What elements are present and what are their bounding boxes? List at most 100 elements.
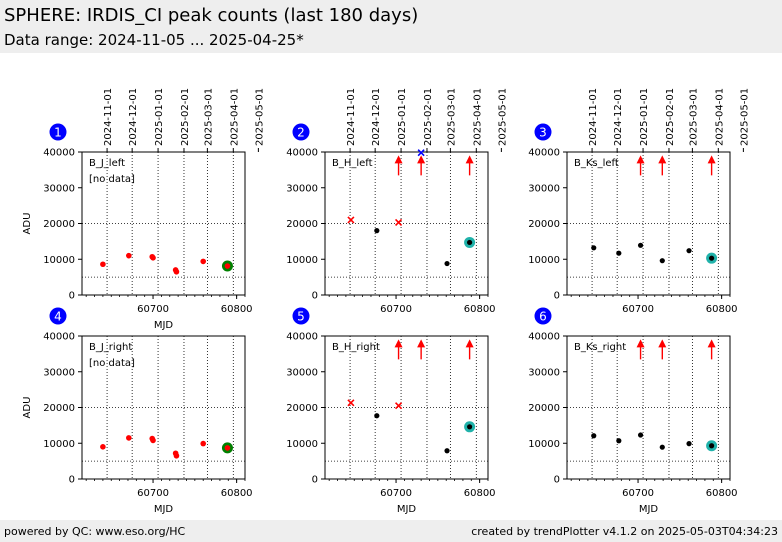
date-tick-label: 2025-02-01 [180, 88, 191, 146]
date-tick-label: 2025-05-01 [254, 88, 265, 146]
panel-badge-number: 2 [297, 126, 305, 140]
upper-limit-arrow-head [636, 155, 645, 164]
y-tick-label: 0 [312, 291, 318, 302]
latest-point [224, 263, 231, 269]
data-point-outlier [150, 437, 156, 444]
y-tick-label: 10000 [286, 255, 318, 266]
y-tick-label: 40000 [528, 148, 560, 159]
panel-badge [49, 307, 67, 325]
y-tick-label: 20000 [286, 219, 318, 230]
data-point [616, 438, 622, 444]
y-tick-label: 40000 [286, 332, 318, 343]
data-point [591, 245, 597, 251]
data-point-outlier-x [347, 399, 355, 407]
date-tick-label: 2024-12-01 [371, 88, 382, 146]
x-tick-label: 60700 [622, 488, 654, 499]
data-point-outlier-x [394, 218, 403, 226]
panel-badge [292, 123, 310, 141]
upper-limit-arrow-head [465, 339, 474, 348]
x-axis-label: MJD [639, 504, 659, 515]
upper-limit-arrow-head [707, 339, 716, 348]
data-point-outlier [126, 252, 132, 259]
panel-label: B_H_right [332, 342, 380, 353]
date-tick-label: 2025-05-01 [739, 88, 750, 146]
y-tick-label: 10000 [43, 255, 75, 266]
chart-panel-2: 0 10000 20000 30000 40000 60700 60800 2024-11-0… [286, 88, 508, 315]
page-subtitle: Data range: 2024-11-05 ... 2025-04-25* [4, 31, 304, 49]
date-tick-label: 2025-03-01 [203, 88, 214, 146]
latest-point [467, 424, 473, 430]
data-point-outlier [173, 268, 180, 275]
y-tick-label: 0 [554, 291, 560, 302]
panel-badge [49, 123, 67, 141]
upper-limit-arrow-head [707, 155, 716, 164]
latest-point [224, 445, 231, 451]
upper-limit-arrow-head [394, 155, 403, 164]
data-point-outlier-x [347, 216, 355, 224]
panel-badge-number: 5 [297, 310, 305, 324]
data-point-outlier-x [394, 402, 403, 410]
data-point-outlier [100, 261, 106, 268]
data-point [686, 248, 692, 254]
y-tick-label: 30000 [528, 367, 560, 378]
data-point-outlier [200, 440, 207, 447]
date-tick-label: 2024-12-01 [128, 88, 139, 146]
panel-label: B_J_right [89, 342, 132, 353]
x-axis-label: MJD [397, 504, 417, 515]
upper-limit-arrow-head [417, 155, 426, 164]
data-point-outlier [173, 452, 180, 459]
y-tick-label: 10000 [286, 439, 318, 450]
date-tick-label: 2025-03-01 [688, 88, 699, 146]
panel-label: B_Ks_left [574, 158, 619, 169]
y-tick-label: 20000 [286, 403, 318, 414]
data-point [444, 448, 450, 454]
y-axis-label: ADU [22, 213, 33, 235]
upper-limit-arrow-head [658, 339, 667, 348]
upper-limit-arrow-head [417, 339, 426, 348]
footer-created-by: created by trendPlotter v4.1.2 on 2025-0… [471, 525, 778, 538]
y-tick-label: 0 [312, 475, 318, 486]
chart-panel-5: 0 10000 20000 30000 40000 60700 60800 5 MJD B_H_r… [286, 307, 496, 515]
data-point [616, 250, 622, 256]
x-tick-label: 60800 [706, 304, 738, 315]
panel-badge-number: 3 [539, 126, 547, 140]
data-point [659, 444, 665, 450]
y-tick-label: 40000 [43, 148, 75, 159]
y-tick-label: 0 [554, 475, 560, 486]
upper-limit-arrow-head [658, 155, 667, 164]
latest-point [709, 443, 715, 449]
y-tick-label: 10000 [43, 439, 75, 450]
x-tick-label: 60800 [464, 304, 496, 315]
date-tick-label: 2024-11-01 [103, 88, 114, 146]
x-tick-label: 60700 [380, 304, 412, 315]
data-point [637, 432, 644, 438]
y-tick-label: 10000 [528, 255, 560, 266]
y-tick-label: 30000 [286, 367, 318, 378]
data-point [374, 413, 380, 419]
data-point [637, 242, 644, 248]
date-tick-label: 2025-01-01 [154, 88, 165, 146]
y-tick-label: 0 [69, 291, 75, 302]
data-point [444, 260, 450, 267]
data-point-outlier [126, 435, 132, 441]
x-axis-label: MJD [154, 320, 174, 331]
x-tick-label: 60800 [221, 304, 253, 315]
date-tick-label: 2025-02-01 [665, 88, 676, 146]
upper-limit-arrow-head [636, 339, 645, 348]
y-tick-label: 40000 [286, 148, 318, 159]
data-point-blue-x [417, 149, 425, 157]
latest-point [709, 255, 715, 261]
panel-label: B_H_left [332, 158, 373, 169]
footer-bar: powered by QC: www.eso.org/HC created by… [0, 520, 782, 542]
panel-badge [292, 307, 310, 325]
y-tick-label: 20000 [528, 403, 560, 414]
header-bar: SPHERE: IRDIS_CI peak counts (last 180 d… [0, 0, 782, 53]
y-tick-label: 20000 [43, 403, 75, 414]
y-tick-label: 40000 [528, 332, 560, 343]
panel-label: B_Ks_right [574, 342, 626, 353]
date-tick-label: 2024-11-01 [346, 88, 357, 146]
y-tick-label: 20000 [528, 219, 560, 230]
data-point-outlier [100, 444, 106, 450]
data-point-outlier [200, 258, 207, 265]
